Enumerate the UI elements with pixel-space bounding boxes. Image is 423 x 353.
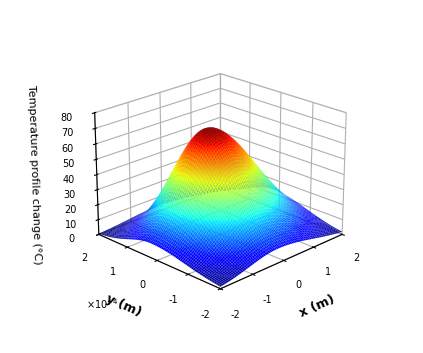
Y-axis label: y (m): y (m) (104, 292, 143, 319)
Text: $\times 10^{-4}$: $\times 10^{-4}$ (86, 297, 119, 311)
X-axis label: x (m): x (m) (297, 292, 337, 319)
